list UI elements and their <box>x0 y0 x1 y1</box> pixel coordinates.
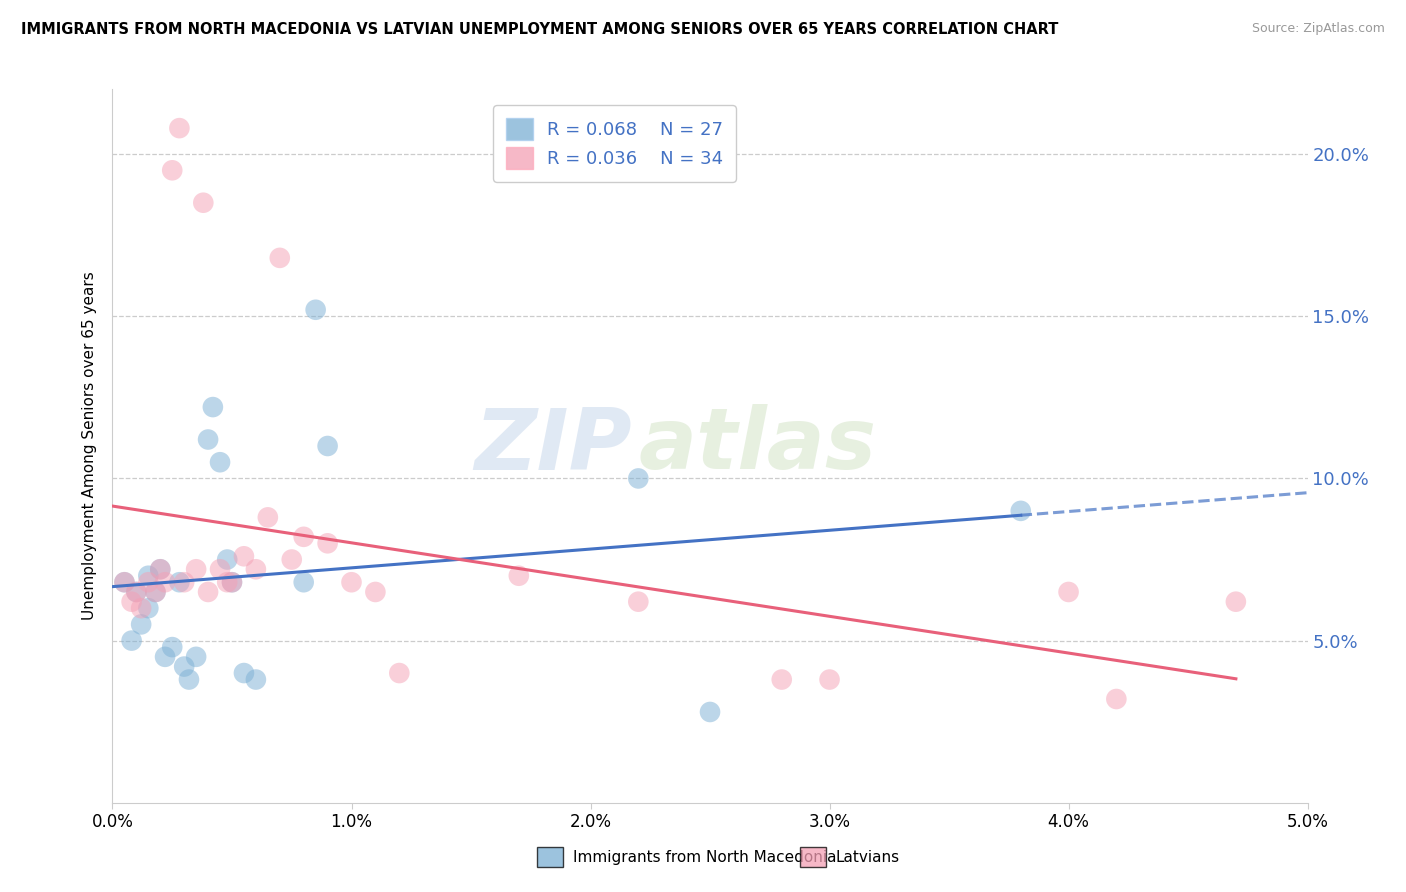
Point <box>818 673 841 687</box>
Point <box>388 666 411 681</box>
Text: Immigrants from North Macedonia: Immigrants from North Macedonia <box>572 850 837 865</box>
Point <box>257 510 280 524</box>
Text: ZIP: ZIP <box>475 404 633 488</box>
Point <box>121 595 143 609</box>
FancyBboxPatch shape <box>537 847 562 867</box>
Point <box>125 585 148 599</box>
Point <box>138 568 160 582</box>
Point <box>508 568 530 582</box>
Point <box>149 562 172 576</box>
Point <box>1057 585 1080 599</box>
Point <box>129 617 152 632</box>
Point <box>197 433 219 447</box>
Point <box>245 562 267 576</box>
Point <box>169 575 191 590</box>
Point <box>1010 504 1032 518</box>
Point <box>364 585 387 599</box>
Point <box>149 562 172 576</box>
Point <box>114 575 135 590</box>
Point <box>770 673 793 687</box>
FancyBboxPatch shape <box>800 847 825 867</box>
Point <box>193 195 215 210</box>
Point <box>627 471 650 485</box>
Point <box>232 666 256 681</box>
Text: Latvians: Latvians <box>835 850 900 865</box>
Point <box>114 575 135 590</box>
Point <box>217 552 239 566</box>
Point <box>316 439 339 453</box>
Point <box>173 659 195 673</box>
Point <box>269 251 291 265</box>
Legend: R = 0.068    N = 27, R = 0.036    N = 34: R = 0.068 N = 27, R = 0.036 N = 34 <box>494 105 735 182</box>
Point <box>201 400 224 414</box>
Y-axis label: Unemployment Among Seniors over 65 years: Unemployment Among Seniors over 65 years <box>82 272 97 620</box>
Point <box>217 575 239 590</box>
Point <box>627 595 650 609</box>
Point <box>281 552 304 566</box>
Point <box>129 601 152 615</box>
Point <box>245 673 267 687</box>
Point <box>169 121 191 136</box>
Point <box>177 673 200 687</box>
Point <box>186 649 208 664</box>
Point <box>162 163 183 178</box>
Point <box>145 585 167 599</box>
Point <box>186 562 208 576</box>
Text: atlas: atlas <box>638 404 876 488</box>
Point <box>125 585 148 599</box>
Point <box>340 575 363 590</box>
Point <box>208 455 231 469</box>
Point <box>221 575 243 590</box>
Point <box>232 549 256 564</box>
Point <box>699 705 721 719</box>
Point <box>292 575 315 590</box>
Point <box>153 575 176 590</box>
Point <box>138 575 160 590</box>
Point <box>316 536 339 550</box>
Point <box>292 530 315 544</box>
Point <box>121 633 143 648</box>
Point <box>153 649 176 664</box>
Point <box>138 601 160 615</box>
Point <box>145 585 167 599</box>
Text: Source: ZipAtlas.com: Source: ZipAtlas.com <box>1251 22 1385 36</box>
Point <box>197 585 219 599</box>
Point <box>304 302 326 317</box>
Point <box>173 575 195 590</box>
Point <box>162 640 183 654</box>
Point <box>221 575 243 590</box>
Text: IMMIGRANTS FROM NORTH MACEDONIA VS LATVIAN UNEMPLOYMENT AMONG SENIORS OVER 65 YE: IMMIGRANTS FROM NORTH MACEDONIA VS LATVI… <box>21 22 1059 37</box>
Point <box>1225 595 1247 609</box>
Point <box>1105 692 1128 706</box>
Point <box>208 562 231 576</box>
